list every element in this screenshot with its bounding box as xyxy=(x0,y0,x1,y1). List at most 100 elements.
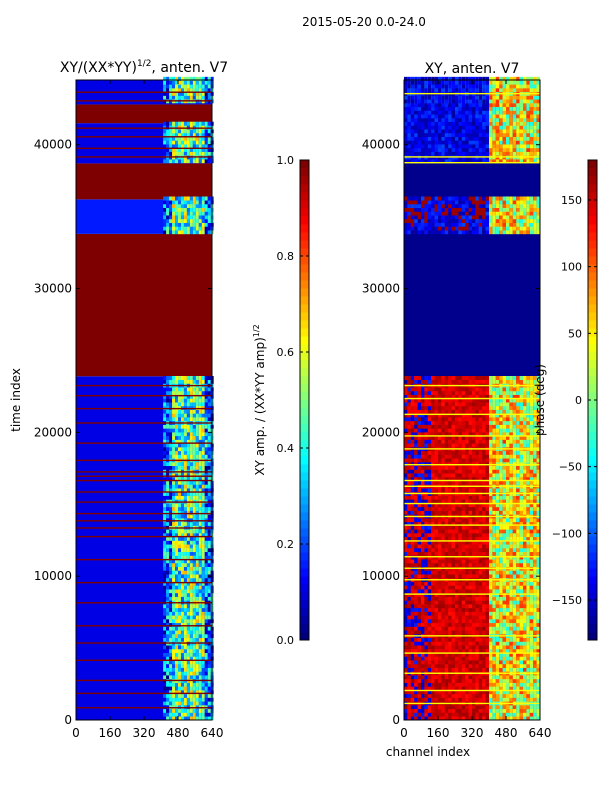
heatmap-cell xyxy=(172,645,176,650)
heatmap-cell xyxy=(502,678,506,683)
heatmap-cell xyxy=(198,585,202,590)
heatmap-cell xyxy=(536,465,540,470)
heatmap-cell xyxy=(169,121,173,126)
heatmap-cell xyxy=(183,615,187,620)
heatmap-cell xyxy=(166,506,170,511)
heatmap-cell xyxy=(169,409,173,414)
heatmap-cell xyxy=(448,499,452,504)
heatmap-cell xyxy=(506,626,510,631)
x-tick-label: 480 xyxy=(167,726,190,740)
heatmap-cell xyxy=(448,570,452,575)
heatmap-cell xyxy=(458,630,462,635)
heatmap-cell xyxy=(512,604,517,609)
heatmap-cell xyxy=(536,615,540,620)
heatmap-cell xyxy=(192,390,196,395)
heatmap-cell xyxy=(410,499,415,504)
heatmap-cell xyxy=(431,652,435,657)
heatmap-cell xyxy=(461,581,466,586)
heatmap-cell xyxy=(533,476,537,481)
heatmap-cell xyxy=(451,648,455,653)
heatmap-cell xyxy=(482,473,486,478)
heatmap-cell xyxy=(178,712,181,717)
heatmap-cell xyxy=(207,417,211,422)
heatmap-cell xyxy=(495,562,500,567)
heatmap-cell xyxy=(455,499,459,504)
heatmap-cell xyxy=(207,76,211,81)
heatmap-cell xyxy=(516,660,520,665)
heatmap-cell xyxy=(472,533,476,538)
heatmap-cell xyxy=(198,147,202,152)
heatmap-cell xyxy=(414,626,418,631)
heatmap-cell xyxy=(201,215,205,220)
heatmap-cell xyxy=(438,600,442,605)
heatmap-cell xyxy=(166,398,170,403)
heatmap-cell xyxy=(516,637,520,642)
heatmap-cell xyxy=(180,417,184,422)
heatmap-cell xyxy=(201,521,205,526)
heatmap-cell xyxy=(417,675,421,680)
heatmap-cell xyxy=(478,645,483,650)
heatmap-cell xyxy=(434,716,438,721)
heatmap-cell xyxy=(204,712,208,717)
heatmap-cell xyxy=(183,409,187,414)
heatmap-cell xyxy=(192,218,196,223)
heatmap-cell xyxy=(509,529,513,534)
heatmap-cell xyxy=(492,495,496,500)
heatmap-cell xyxy=(189,570,193,575)
heatmap-cell xyxy=(186,495,190,500)
heatmap-cell xyxy=(499,469,503,474)
heatmap-cell xyxy=(465,690,469,695)
heatmap-cell xyxy=(192,450,196,455)
heatmap-cell xyxy=(421,619,425,624)
heatmap-cell xyxy=(526,641,530,646)
heatmap-cell xyxy=(192,536,196,541)
heatmap-cell xyxy=(166,686,170,691)
heatmap-cell xyxy=(492,559,496,564)
heatmap-cell xyxy=(441,690,445,695)
heatmap-cell xyxy=(204,447,208,452)
heatmap-cell xyxy=(192,607,196,612)
heatmap-cell xyxy=(431,690,435,695)
heatmap-cell xyxy=(186,159,190,164)
x-tick-label: 640 xyxy=(201,726,224,740)
heatmap-cell xyxy=(404,525,408,530)
heatmap-cell xyxy=(492,506,496,511)
heatmap-cell xyxy=(492,682,496,687)
heatmap-cell xyxy=(492,544,496,549)
heatmap-cell xyxy=(536,716,540,721)
heatmap-cell xyxy=(431,648,435,653)
heatmap-cell xyxy=(519,540,523,545)
heatmap-cell xyxy=(192,432,196,437)
heatmap-cell xyxy=(489,641,493,646)
heatmap-cell xyxy=(195,140,199,145)
heatmap-cell xyxy=(424,506,428,511)
heatmap-cell xyxy=(506,555,510,560)
heatmap-cell xyxy=(431,521,435,526)
heatmap-cell xyxy=(495,510,500,515)
heatmap-cell xyxy=(207,140,211,145)
heatmap-cell xyxy=(180,633,184,639)
heatmap-cell xyxy=(427,615,432,620)
heatmap-cell xyxy=(533,562,537,567)
heatmap-cell xyxy=(163,581,167,586)
heatmap-cell xyxy=(195,136,199,141)
heatmap-cell xyxy=(189,712,193,717)
heatmap-cell xyxy=(441,637,445,642)
heatmap-cell xyxy=(175,577,178,582)
heatmap-cell xyxy=(189,701,193,706)
heatmap-cell xyxy=(414,495,418,500)
heatmap-cell xyxy=(186,574,190,579)
heatmap-cell xyxy=(207,667,211,672)
heatmap-cell xyxy=(444,690,449,695)
heatmap-cell xyxy=(189,589,193,594)
heatmap-cell xyxy=(519,712,523,717)
heatmap-cell xyxy=(424,645,428,650)
heatmap-cell xyxy=(526,652,530,657)
heatmap-cell xyxy=(183,693,187,698)
heatmap-cell xyxy=(195,432,199,437)
heatmap-cell xyxy=(495,559,500,564)
heatmap-cell xyxy=(207,394,211,399)
heatmap-cell xyxy=(207,387,211,392)
heatmap-cell xyxy=(506,581,510,586)
heatmap-cell xyxy=(201,619,205,624)
